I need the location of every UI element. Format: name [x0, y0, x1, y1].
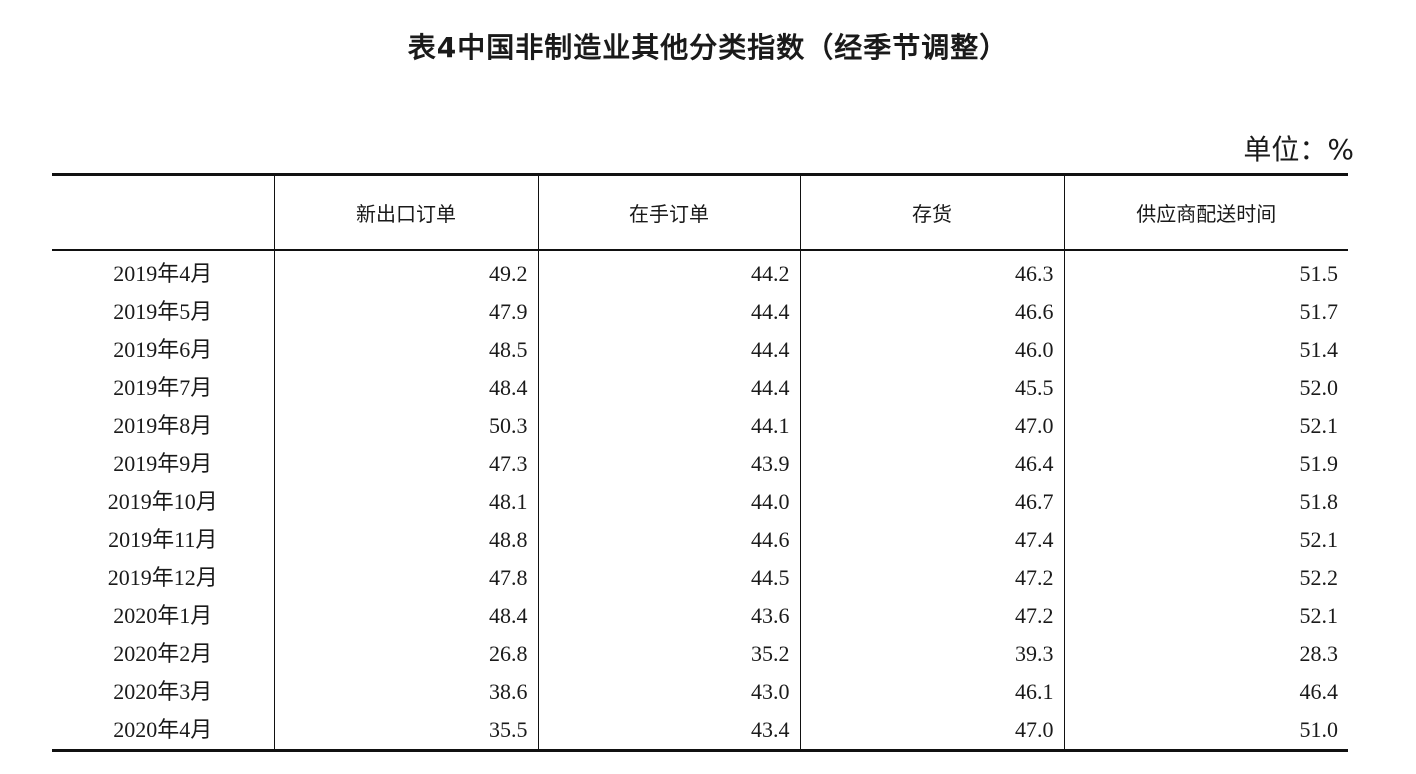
table-row: 2019年11月 48.8 44.6 47.4 52.1 [52, 521, 1348, 559]
cell-inventory: 47.0 [799, 407, 1064, 445]
cell-supplier-delivery-time: 52.1 [1063, 521, 1348, 559]
header-cell-month [52, 174, 274, 251]
cell-backlog-orders: 43.0 [537, 673, 800, 711]
cell-supplier-delivery-time: 51.8 [1063, 483, 1348, 521]
row-month: 2019年11月 [108, 527, 218, 552]
cell-new-export-orders: 47.3 [273, 445, 538, 483]
row-month: 2019年4月 [113, 261, 213, 286]
table-row: 2019年6月 48.5 44.4 46.0 51.4 [52, 331, 1348, 369]
row-month: 2019年6月 [113, 337, 213, 362]
cell-supplier-delivery-time: 52.1 [1063, 597, 1348, 635]
cell-new-export-orders: 26.8 [273, 635, 538, 673]
index-table: 新出口订单 在手订单 存货 供应商配送时间 2019年4月 49.2 44.2 … [52, 173, 1348, 752]
cell-new-export-orders: 48.8 [273, 521, 538, 559]
row-month: 2019年7月 [113, 375, 213, 400]
cell-backlog-orders: 44.0 [537, 483, 800, 521]
table-row: 2020年3月 38.6 43.0 46.1 46.4 [52, 673, 1348, 711]
table-row: 2020年1月 48.4 43.6 47.2 52.1 [52, 597, 1348, 635]
cell-supplier-delivery-time: 51.5 [1063, 250, 1348, 293]
cell-inventory: 47.2 [799, 559, 1064, 597]
cell-backlog-orders: 44.6 [537, 521, 800, 559]
cell-backlog-orders: 44.2 [537, 250, 800, 293]
row-month: 2020年4月 [113, 717, 213, 742]
cell-new-export-orders: 50.3 [273, 407, 538, 445]
cell-supplier-delivery-time: 51.7 [1063, 293, 1348, 331]
table-row: 2019年12月 47.8 44.5 47.2 52.2 [52, 559, 1348, 597]
table-row: 2019年7月 48.4 44.4 45.5 52.0 [52, 369, 1348, 407]
cell-new-export-orders: 35.5 [273, 711, 538, 751]
cell-inventory: 39.3 [799, 635, 1064, 673]
unit-label: 单位：% [1243, 133, 1354, 166]
header-cell-inventory: 存货 [799, 174, 1064, 251]
cell-inventory: 46.7 [799, 483, 1064, 521]
cell-inventory: 46.3 [799, 250, 1064, 293]
cell-supplier-delivery-time: 52.2 [1063, 559, 1348, 597]
cell-inventory: 47.4 [799, 521, 1064, 559]
cell-supplier-delivery-time: 28.3 [1063, 635, 1348, 673]
table-row: 2020年2月 26.8 35.2 39.3 28.3 [52, 635, 1348, 673]
table-row: 2019年5月 47.9 44.4 46.6 51.7 [52, 293, 1348, 331]
page-title: 表4中国非制造业其他分类指数（经季节调整） [407, 31, 1009, 64]
row-month: 2019年5月 [113, 299, 213, 324]
header-row: 新出口订单 在手订单 存货 供应商配送时间 [52, 174, 1348, 251]
cell-backlog-orders: 43.6 [537, 597, 800, 635]
cell-inventory: 47.0 [799, 711, 1064, 751]
row-month: 2019年9月 [113, 451, 213, 476]
cell-inventory: 47.2 [799, 597, 1064, 635]
cell-new-export-orders: 48.4 [273, 369, 538, 407]
cell-supplier-delivery-time: 51.4 [1063, 331, 1348, 369]
cell-inventory: 46.4 [799, 445, 1064, 483]
row-month: 2020年1月 [113, 603, 213, 628]
row-month: 2019年8月 [113, 413, 213, 438]
table-row: 2019年4月 49.2 44.2 46.3 51.5 [52, 250, 1348, 293]
cell-supplier-delivery-time: 51.0 [1063, 711, 1348, 751]
table-row: 2019年9月 47.3 43.9 46.4 51.9 [52, 445, 1348, 483]
cell-new-export-orders: 47.8 [273, 559, 538, 597]
row-month: 2019年12月 [107, 565, 218, 590]
cell-backlog-orders: 44.1 [537, 407, 800, 445]
row-month: 2020年2月 [113, 641, 213, 666]
row-month: 2020年3月 [113, 679, 213, 704]
cell-supplier-delivery-time: 46.4 [1063, 673, 1348, 711]
cell-backlog-orders: 43.9 [537, 445, 800, 483]
cell-supplier-delivery-time: 52.0 [1063, 369, 1348, 407]
cell-backlog-orders: 44.4 [537, 293, 800, 331]
header-cell-new-export-orders: 新出口订单 [273, 174, 538, 251]
cell-backlog-orders: 44.4 [537, 331, 800, 369]
cell-new-export-orders: 48.1 [273, 483, 538, 521]
cell-backlog-orders: 43.4 [537, 711, 800, 751]
cell-new-export-orders: 47.9 [273, 293, 538, 331]
cell-backlog-orders: 35.2 [537, 635, 800, 673]
cell-inventory: 46.1 [799, 673, 1064, 711]
row-month: 2019年10月 [107, 489, 218, 514]
cell-backlog-orders: 44.5 [537, 559, 800, 597]
cell-new-export-orders: 38.6 [273, 673, 538, 711]
cell-inventory: 46.0 [799, 331, 1064, 369]
table-row: 2020年4月 35.5 43.4 47.0 51.0 [52, 711, 1348, 751]
header-cell-backlog-orders: 在手订单 [537, 174, 800, 251]
cell-new-export-orders: 48.5 [273, 331, 538, 369]
cell-backlog-orders: 44.4 [537, 369, 800, 407]
cell-supplier-delivery-time: 51.9 [1063, 445, 1348, 483]
header-cell-supplier-delivery-time: 供应商配送时间 [1063, 174, 1348, 251]
cell-inventory: 45.5 [799, 369, 1064, 407]
cell-inventory: 46.6 [799, 293, 1064, 331]
table-row: 2019年8月 50.3 44.1 47.0 52.1 [52, 407, 1348, 445]
cell-supplier-delivery-time: 52.1 [1063, 407, 1348, 445]
cell-new-export-orders: 48.4 [273, 597, 538, 635]
cell-new-export-orders: 49.2 [273, 250, 538, 293]
table-row: 2019年10月 48.1 44.0 46.7 51.8 [52, 483, 1348, 521]
